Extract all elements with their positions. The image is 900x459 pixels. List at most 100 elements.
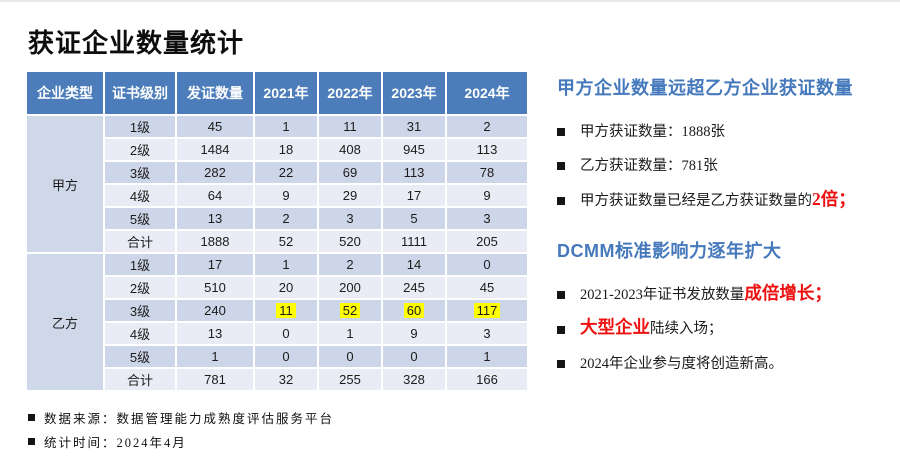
bullet-square-icon bbox=[28, 414, 35, 421]
bullet-square-icon bbox=[557, 127, 565, 136]
table-cell: 0 bbox=[255, 323, 317, 344]
table-cell: 1 bbox=[177, 346, 253, 367]
column-header-issued-count: 发证数量 bbox=[177, 72, 253, 114]
table-cell: 52 bbox=[255, 231, 317, 252]
table-cell: 2 bbox=[255, 208, 317, 229]
group-type-cell: 乙方 bbox=[27, 254, 103, 390]
table-cell: 3 bbox=[447, 208, 527, 229]
table-cell: 69 bbox=[319, 162, 381, 183]
table-header-row: 企业类型 证书级别 发证数量 2021年 2022年 2023年 2024年 bbox=[27, 72, 527, 114]
table-cell: 1级 bbox=[105, 116, 175, 137]
table-cell: 31 bbox=[383, 116, 445, 137]
table-cell: 282 bbox=[177, 162, 253, 183]
table-cell: 205 bbox=[447, 231, 527, 252]
highlighted-value: 11 bbox=[276, 303, 296, 318]
insight-bullet: 乙方获证数量：781张 bbox=[557, 156, 897, 177]
insight-bullet: 甲方获证数量已经是乙方获证数量的2倍； bbox=[557, 188, 897, 212]
table-cell: 0 bbox=[447, 254, 527, 275]
insights-panel: 甲方企业数量远超乙方企业获证数量 甲方获证数量：1888张 乙方获证数量：781… bbox=[557, 78, 897, 389]
table-cell: 781 bbox=[177, 369, 253, 390]
table-cell: 240 bbox=[177, 300, 253, 321]
table-cell: 0 bbox=[383, 346, 445, 367]
table-cell: 1 bbox=[255, 116, 317, 137]
table-cell: 520 bbox=[319, 231, 381, 252]
table-row: 4级 13 0 1 9 3 bbox=[27, 323, 527, 344]
table-cell: 14 bbox=[383, 254, 445, 275]
table-cell: 合计 bbox=[105, 369, 175, 390]
bullet-text: 2021-2023年证书发放数量成倍增长； bbox=[580, 282, 832, 303]
table-cell: 3级 bbox=[105, 162, 175, 183]
table-cell: 11 bbox=[255, 300, 317, 321]
insight-heading-party-comparison: 甲方企业数量远超乙方企业获证数量 bbox=[557, 78, 853, 98]
highlighted-value: 60 bbox=[403, 303, 425, 318]
group-party-a: 甲方 1级 45 1 11 31 2 2级 1484 18 408 945 11… bbox=[27, 116, 527, 252]
bullet-text: 甲方获证数量已经是乙方获证数量的2倍； bbox=[580, 188, 856, 209]
insight-bullet: 2024年企业参与度将创造新高。 bbox=[557, 354, 897, 375]
highlighted-value: 117 bbox=[473, 303, 501, 318]
footnote-stat-time: 统计时间：2024年4月 bbox=[28, 432, 334, 451]
table-row: 甲方 1级 45 1 11 31 2 bbox=[27, 116, 527, 252]
column-header-cert-level: 证书级别 bbox=[105, 72, 175, 114]
insight-heading-dcmm-influence: DCMM标准影响力逐年扩大 bbox=[557, 241, 782, 262]
table-cell: 18 bbox=[255, 139, 317, 160]
footnote-data-source: 数据来源：数据管理能力成熟度评估服务平台 bbox=[28, 408, 334, 427]
table-cell: 945 bbox=[383, 139, 445, 160]
table-cell: 45 bbox=[447, 277, 527, 298]
column-header-2023: 2023年 bbox=[383, 72, 445, 114]
bullet-square-icon bbox=[28, 438, 35, 445]
table-row: 5级 1 0 0 0 1 bbox=[27, 346, 527, 367]
table-cell: 5级 bbox=[105, 208, 175, 229]
table-cell: 1111 bbox=[383, 231, 445, 252]
table-cell: 17 bbox=[177, 254, 253, 275]
bullet-square-icon bbox=[557, 197, 565, 205]
table-cell: 9 bbox=[447, 185, 527, 206]
table-cell: 2级 bbox=[105, 139, 175, 160]
table-cell: 22 bbox=[255, 162, 317, 183]
table-cell: 合计 bbox=[105, 231, 175, 252]
insight-bullet: 甲方获证数量：1888张 bbox=[557, 122, 897, 143]
table-cell: 166 bbox=[447, 369, 527, 390]
bullet-text: 大型企业陆续入场； bbox=[580, 317, 723, 338]
table-cell: 510 bbox=[177, 277, 253, 298]
table-cell: 0 bbox=[319, 346, 381, 367]
table-row-total: 合计 1888 52 520 1111 205 bbox=[27, 231, 527, 252]
table-row: 5级 13 2 3 5 3 bbox=[27, 208, 527, 229]
table-row-highlighted: 3级 240 11 52 60 117 bbox=[27, 300, 527, 321]
table-cell: 3级 bbox=[105, 300, 175, 321]
table-cell: 29 bbox=[319, 185, 381, 206]
table-cell: 245 bbox=[383, 277, 445, 298]
table-cell: 113 bbox=[383, 162, 445, 183]
table-cell: 1 bbox=[447, 346, 527, 367]
table-cell: 0 bbox=[255, 346, 317, 367]
table-cell: 408 bbox=[319, 139, 381, 160]
table-cell: 60 bbox=[383, 300, 445, 321]
table-cell: 17 bbox=[383, 185, 445, 206]
footnotes: 数据来源：数据管理能力成熟度评估服务平台 统计时间：2024年4月 bbox=[28, 408, 334, 456]
table-row: 乙方 1级 17 1 2 14 0 bbox=[27, 254, 527, 390]
table-cell: 1 bbox=[255, 254, 317, 275]
table-cell: 78 bbox=[447, 162, 527, 183]
table-cell: 3 bbox=[447, 323, 527, 344]
group-party-b: 乙方 1级 17 1 2 14 0 2级 510 20 200 245 45 3… bbox=[27, 254, 527, 390]
bullet-square-icon bbox=[557, 360, 565, 369]
footnote-text: 统计时间：2024年4月 bbox=[44, 436, 187, 450]
bullet-text: 乙方获证数量：781张 bbox=[580, 158, 718, 175]
table-row: 4级 64 9 29 17 9 bbox=[27, 185, 527, 206]
table-cell: 1484 bbox=[177, 139, 253, 160]
table-cell: 9 bbox=[383, 323, 445, 344]
table-cell: 4级 bbox=[105, 323, 175, 344]
table-cell: 64 bbox=[177, 185, 253, 206]
table-cell: 1 bbox=[319, 323, 381, 344]
table-cell: 52 bbox=[319, 300, 381, 321]
table-cell: 200 bbox=[319, 277, 381, 298]
table-row: 3级 282 22 69 113 78 bbox=[27, 162, 527, 183]
bullet-square-icon bbox=[557, 325, 565, 334]
table-cell: 13 bbox=[177, 323, 253, 344]
column-header-2022: 2022年 bbox=[319, 72, 381, 114]
table-row: 2级 510 20 200 245 45 bbox=[27, 277, 527, 298]
table-cell: 117 bbox=[447, 300, 527, 321]
table-cell: 2 bbox=[447, 116, 527, 137]
bullet-text: 2024年企业参与度将创造新高。 bbox=[580, 356, 783, 372]
page-title: 获证企业数量统计 bbox=[28, 28, 245, 59]
column-header-2024: 2024年 bbox=[447, 72, 527, 114]
